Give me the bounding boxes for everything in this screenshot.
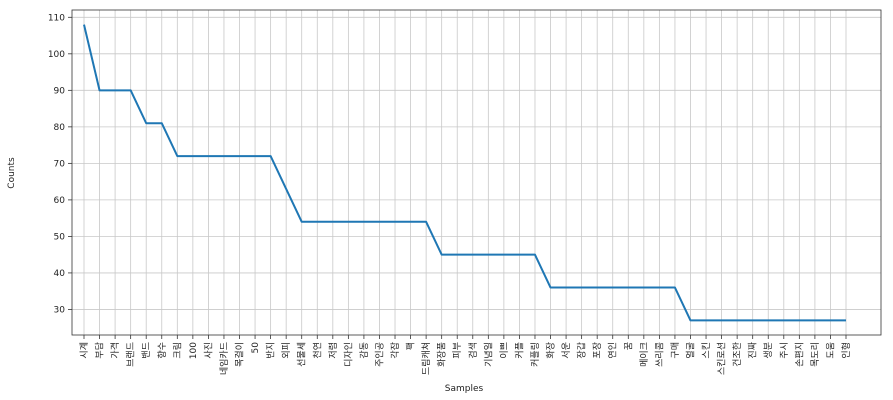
y-tick-label: 60 bbox=[54, 196, 66, 206]
y-tick-label: 30 bbox=[54, 305, 66, 315]
x-tick-label: 네임카드 bbox=[218, 342, 230, 375]
x-tick-label: 천연 bbox=[312, 342, 323, 359]
x-tick-label: 도움 bbox=[825, 342, 836, 359]
x-tick-label: 서운 bbox=[561, 342, 572, 359]
x-tick-label: 저렴 bbox=[327, 342, 339, 359]
x-tick-label: 스킨로션 bbox=[717, 342, 728, 375]
x-grid bbox=[83, 10, 847, 335]
x-tick-label: 꿈 bbox=[623, 342, 634, 350]
x-tick-label: 밴드 bbox=[141, 342, 152, 359]
x-tick-label: 선물세 bbox=[297, 342, 308, 367]
y-tick-label: 50 bbox=[54, 232, 66, 242]
x-tick-label: 목도리 bbox=[810, 342, 821, 367]
x-tick-label: 사진 bbox=[203, 342, 214, 359]
x-tick-label: 검색 bbox=[467, 342, 479, 359]
x-tick-label: 향수 bbox=[156, 342, 168, 359]
x-tick-label: 브랜드 bbox=[126, 342, 137, 367]
y-tick-label: 80 bbox=[54, 123, 66, 133]
y-axis-ticks: 30 40 50 60 70 80 90 100 110 bbox=[48, 13, 72, 315]
y-axis-title: Counts bbox=[7, 157, 17, 189]
x-tick-label: 목걸이 bbox=[235, 342, 246, 367]
x-tick-label: 포장 bbox=[592, 342, 603, 359]
x-tick-label: 스킨 bbox=[701, 342, 712, 359]
plot-frame bbox=[71, 9, 882, 336]
x-tick-label: 팩 bbox=[406, 342, 417, 350]
y-tick-label: 90 bbox=[54, 86, 66, 96]
x-tick-label: 연인 bbox=[608, 342, 619, 359]
x-tick-label: 디자인 bbox=[343, 342, 354, 367]
x-tick-label: 반지 bbox=[266, 342, 277, 359]
x-tick-label: 각잡 bbox=[389, 342, 401, 359]
x-axis-ticks: 시계 부담 가격 브랜드 밴드 향수 크림 100 사진 네임카드 목걸이 50 반지 외피 선물세 천연 저렴… bbox=[78, 335, 852, 375]
x-tick-label: 50 bbox=[251, 342, 261, 354]
plot-area bbox=[72, 10, 881, 335]
x-tick-label: 피부 bbox=[452, 342, 463, 359]
x-tick-label: 건조한 bbox=[732, 342, 743, 367]
x-tick-label: 시계 bbox=[78, 342, 90, 359]
x-tick-label: 외피 bbox=[280, 342, 292, 359]
x-tick-label: 인형 bbox=[841, 342, 852, 359]
x-tick-label: 생분 bbox=[763, 342, 774, 359]
y-tick-label: 100 bbox=[48, 50, 65, 60]
x-tick-label: 부담 bbox=[94, 342, 106, 359]
x-tick-label: 구매 bbox=[670, 342, 681, 359]
x-tick-label: 화장품 bbox=[437, 342, 448, 367]
y-tick-label: 40 bbox=[54, 269, 66, 279]
y-grid bbox=[72, 16, 881, 310]
x-tick-label: 주인공 bbox=[374, 342, 385, 367]
x-tick-label: 메이크 bbox=[639, 342, 650, 367]
x-tick-label: 기념일 bbox=[483, 342, 494, 367]
x-tick-label: 손편지 bbox=[793, 342, 805, 367]
x-tick-label: 주시 bbox=[779, 342, 790, 359]
y-tick-label: 110 bbox=[48, 13, 65, 23]
x-tick-label: 얼굴 bbox=[685, 342, 696, 359]
x-tick-label: 드림캐쳐 bbox=[420, 342, 432, 375]
x-tick-label: 감동 bbox=[358, 342, 370, 359]
x-tick-label: 커플 bbox=[514, 342, 525, 359]
x-tick-label: 화장 bbox=[546, 342, 557, 359]
x-tick-label: 쓰리콤 bbox=[654, 342, 665, 367]
x-tick-label: 진짜 bbox=[748, 341, 759, 358]
x-tick-label: 이쁘 bbox=[499, 342, 510, 359]
x-tick-label: 크림 bbox=[171, 342, 183, 359]
y-tick-label: 70 bbox=[54, 159, 66, 169]
x-tick-label: 커플링 bbox=[529, 342, 541, 367]
x-tick-label: 가격 bbox=[109, 342, 121, 359]
series-line bbox=[83, 24, 846, 322]
x-tick-label: 장갑 bbox=[576, 342, 588, 359]
x-axis-title: Samples bbox=[445, 384, 484, 394]
x-tick-label: 100 bbox=[189, 342, 199, 359]
